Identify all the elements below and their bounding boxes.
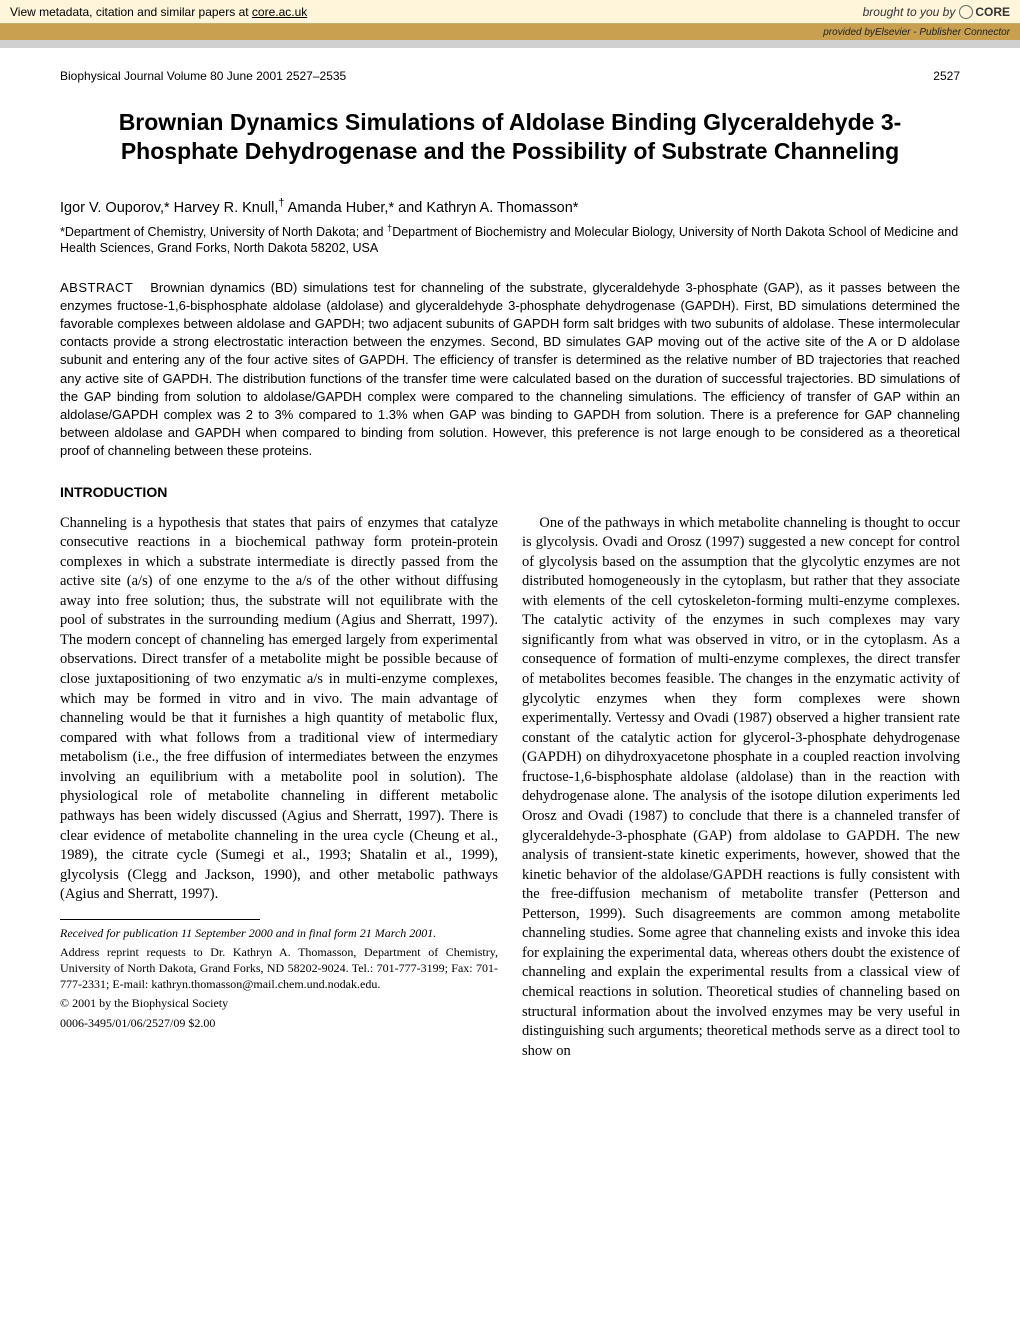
core-subbanner: provided by Elsevier - Publisher Connect…: [0, 24, 1020, 40]
core-logo-icon: [959, 5, 973, 19]
abstract-label: ABSTRACT: [60, 280, 133, 295]
page-content: Biophysical Journal Volume 80 June 2001 …: [0, 48, 1020, 1101]
affiliation: *Department of Chemistry, University of …: [60, 222, 960, 257]
address-note: Address reprint requests to Dr. Kathryn …: [60, 945, 498, 992]
footnote-separator: [60, 919, 260, 920]
core-link[interactable]: core.ac.uk: [252, 5, 307, 19]
core-logo-text: CORE: [975, 5, 1010, 19]
core-banner-right: brought to you by CORE: [863, 5, 1010, 19]
code-note: 0006-3495/01/06/2527/09 $2.00: [60, 1016, 498, 1032]
copyright-note: © 2001 by the Biophysical Society: [60, 996, 498, 1012]
footnotes: Received for publication 11 September 20…: [60, 926, 498, 1032]
brought-by-label: brought to you by: [863, 5, 956, 19]
core-banner-left: View metadata, citation and similar pape…: [10, 5, 863, 19]
body-columns: Channeling is a hypothesis that states t…: [60, 514, 960, 1062]
running-head-left: Biophysical Journal Volume 80 June 2001 …: [60, 68, 346, 84]
provided-by-label: provided by: [823, 27, 875, 38]
running-head-right: 2527: [933, 68, 960, 84]
paper-title: Brownian Dynamics Simulations of Aldolas…: [60, 108, 960, 166]
gray-strip: [0, 40, 1020, 48]
introduction-heading: INTRODUCTION: [60, 483, 960, 502]
abstract: ABSTRACT Brownian dynamics (BD) simulati…: [60, 279, 960, 461]
authors: Igor V. Ouporov,* Harvey R. Knull,† Aman…: [60, 196, 960, 218]
core-banner: View metadata, citation and similar pape…: [0, 0, 1020, 24]
core-logo[interactable]: CORE: [959, 5, 1010, 19]
intro-para-2: One of the pathways in which metabolite …: [522, 514, 960, 1062]
intro-para-1: Channeling is a hypothesis that states t…: [60, 514, 498, 905]
running-head: Biophysical Journal Volume 80 June 2001 …: [60, 68, 960, 84]
provider-link[interactable]: Elsevier - Publisher Connector: [875, 27, 1010, 38]
banner-prefix: View metadata, citation and similar pape…: [10, 5, 252, 19]
received-note: Received for publication 11 September 20…: [60, 926, 498, 942]
abstract-text: Brownian dynamics (BD) simulations test …: [60, 280, 960, 459]
